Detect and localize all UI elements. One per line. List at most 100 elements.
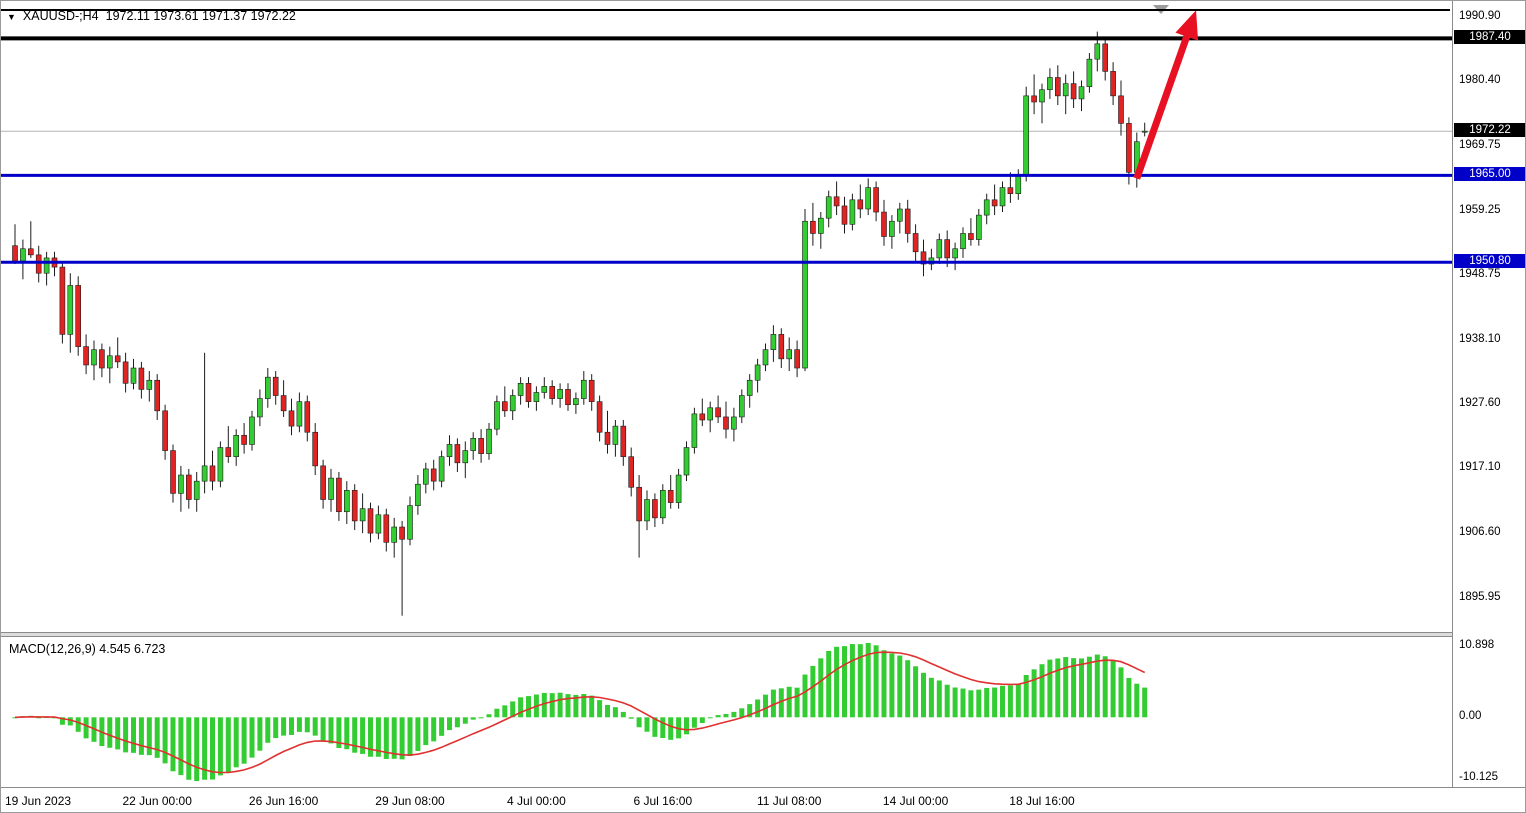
candle: [304, 395, 311, 442]
candle: [573, 392, 579, 414]
candle: [1070, 71, 1077, 109]
macd-histogram-bar: [170, 717, 176, 772]
macd-histogram-bar: [794, 687, 800, 718]
candle: [865, 178, 872, 216]
macd-signal-line: [14, 651, 1146, 774]
candle: [249, 410, 255, 451]
candle: [873, 181, 879, 222]
price-level-badge: 1972.22: [1454, 123, 1525, 138]
macd-histogram-bar: [778, 688, 784, 718]
macd-histogram-bar: [1142, 687, 1148, 718]
macd-histogram-bar: [249, 717, 255, 758]
candle: [636, 475, 642, 558]
candle: [802, 208, 808, 372]
candle: [257, 389, 263, 427]
candle: [241, 423, 247, 454]
macd-histogram-bar: [581, 693, 587, 718]
macd-histogram-bar: [620, 711, 626, 718]
time-axis-label: 19 Jun 2023: [5, 794, 72, 808]
macd-histogram-bar: [217, 717, 223, 776]
candle: [557, 383, 563, 408]
macd-histogram-bar: [281, 717, 287, 736]
candlestick-chart[interactable]: [1, 1, 1452, 633]
macd-histogram-bar: [1118, 667, 1124, 718]
candle: [904, 199, 911, 243]
macd-histogram-bar: [1094, 654, 1100, 718]
macd-indicator-label: MACD(12,26,9) 4.545 6.723: [9, 642, 166, 656]
macd-histogram-bar: [186, 717, 192, 780]
macd-histogram-bar: [146, 717, 152, 756]
macd-histogram-bar: [857, 644, 863, 718]
panel-splitter[interactable]: [1, 632, 1525, 637]
macd-histogram-bar: [486, 714, 492, 718]
macd-indicator-chart[interactable]: [1, 637, 1452, 787]
macd-histogram-bar: [510, 701, 516, 718]
candle: [351, 484, 358, 531]
candle: [446, 435, 453, 466]
candle: [383, 508, 390, 552]
macd-histogram-bar: [225, 717, 231, 773]
macd-histogram-bar: [984, 687, 990, 718]
candle: [738, 389, 745, 424]
candle: [628, 447, 635, 497]
price-scale-label: 1969.75: [1459, 139, 1501, 152]
ohlc-values: 1972.11 1973.61 1971.37 1972.22: [105, 9, 296, 23]
macd-histogram-bar: [660, 717, 666, 738]
bullish-trend-arrow[interactable]: [1133, 10, 1199, 180]
macd-histogram-bar: [818, 658, 824, 718]
macd-axis-label: 0.00: [1459, 710, 1482, 723]
candle: [691, 407, 698, 454]
candle: [399, 520, 405, 616]
candle: [707, 401, 714, 433]
price-scale-label: 1927.60: [1459, 397, 1501, 410]
price-scale-label: 1938.10: [1459, 332, 1501, 345]
candle: [778, 328, 785, 369]
candle: [699, 398, 706, 427]
macd-histogram-bar: [336, 717, 342, 749]
macd-histogram-bar: [1126, 677, 1132, 718]
candle: [343, 481, 350, 524]
macd-histogram-bar: [889, 653, 895, 718]
candle: [154, 374, 160, 420]
candle: [367, 502, 374, 543]
macd-histogram-bar: [1071, 658, 1077, 718]
candle: [43, 251, 50, 286]
macd-histogram-bar: [731, 711, 737, 718]
candle: [288, 398, 295, 436]
macd-histogram-bar: [684, 717, 689, 735]
macd-histogram-bar: [431, 717, 437, 742]
macd-histogram-bar: [636, 717, 642, 728]
time-axis-label: 6 Jul 16:00: [633, 794, 693, 808]
price-axis[interactable]: 1990.90 1980.40 1969.75 1959.25 1948.75 1938.…: [1452, 1, 1525, 787]
macd-histogram-bar: [921, 672, 926, 718]
candle: [1102, 37, 1108, 81]
candle: [391, 517, 398, 558]
candle: [960, 227, 966, 258]
macd-histogram-bar: [802, 674, 808, 718]
candle: [130, 358, 137, 390]
candle: [83, 334, 89, 375]
candle: [51, 251, 58, 277]
macd-histogram-bar: [597, 700, 603, 718]
candle: [209, 450, 216, 491]
candle: [983, 193, 990, 225]
candle: [193, 471, 200, 512]
time-axis-label: 14 Jul 00:00: [882, 794, 949, 808]
macd-histogram-bar: [715, 715, 721, 718]
macd-histogram-bar: [612, 707, 618, 718]
time-axis-label: 22 Jun 00:00: [122, 794, 192, 808]
macd-histogram-bar: [131, 717, 136, 753]
candle: [794, 340, 800, 378]
candle: [375, 505, 382, 540]
macd-histogram-bar: [826, 650, 832, 718]
candle: [1031, 74, 1037, 115]
macd-histogram-bar: [462, 717, 468, 724]
macd-histogram-bar: [747, 704, 753, 718]
macd-histogram-bar: [439, 717, 445, 736]
macd-histogram-bar: [944, 684, 950, 718]
candle: [857, 184, 864, 219]
candle: [968, 218, 974, 246]
chart-top-border: [1, 9, 1450, 11]
macd-histogram-bar: [557, 692, 563, 718]
time-axis[interactable]: 19 Jun 2023 22 Jun 00:00 26 Jun 16:00 29 Ju…: [1, 787, 1525, 812]
